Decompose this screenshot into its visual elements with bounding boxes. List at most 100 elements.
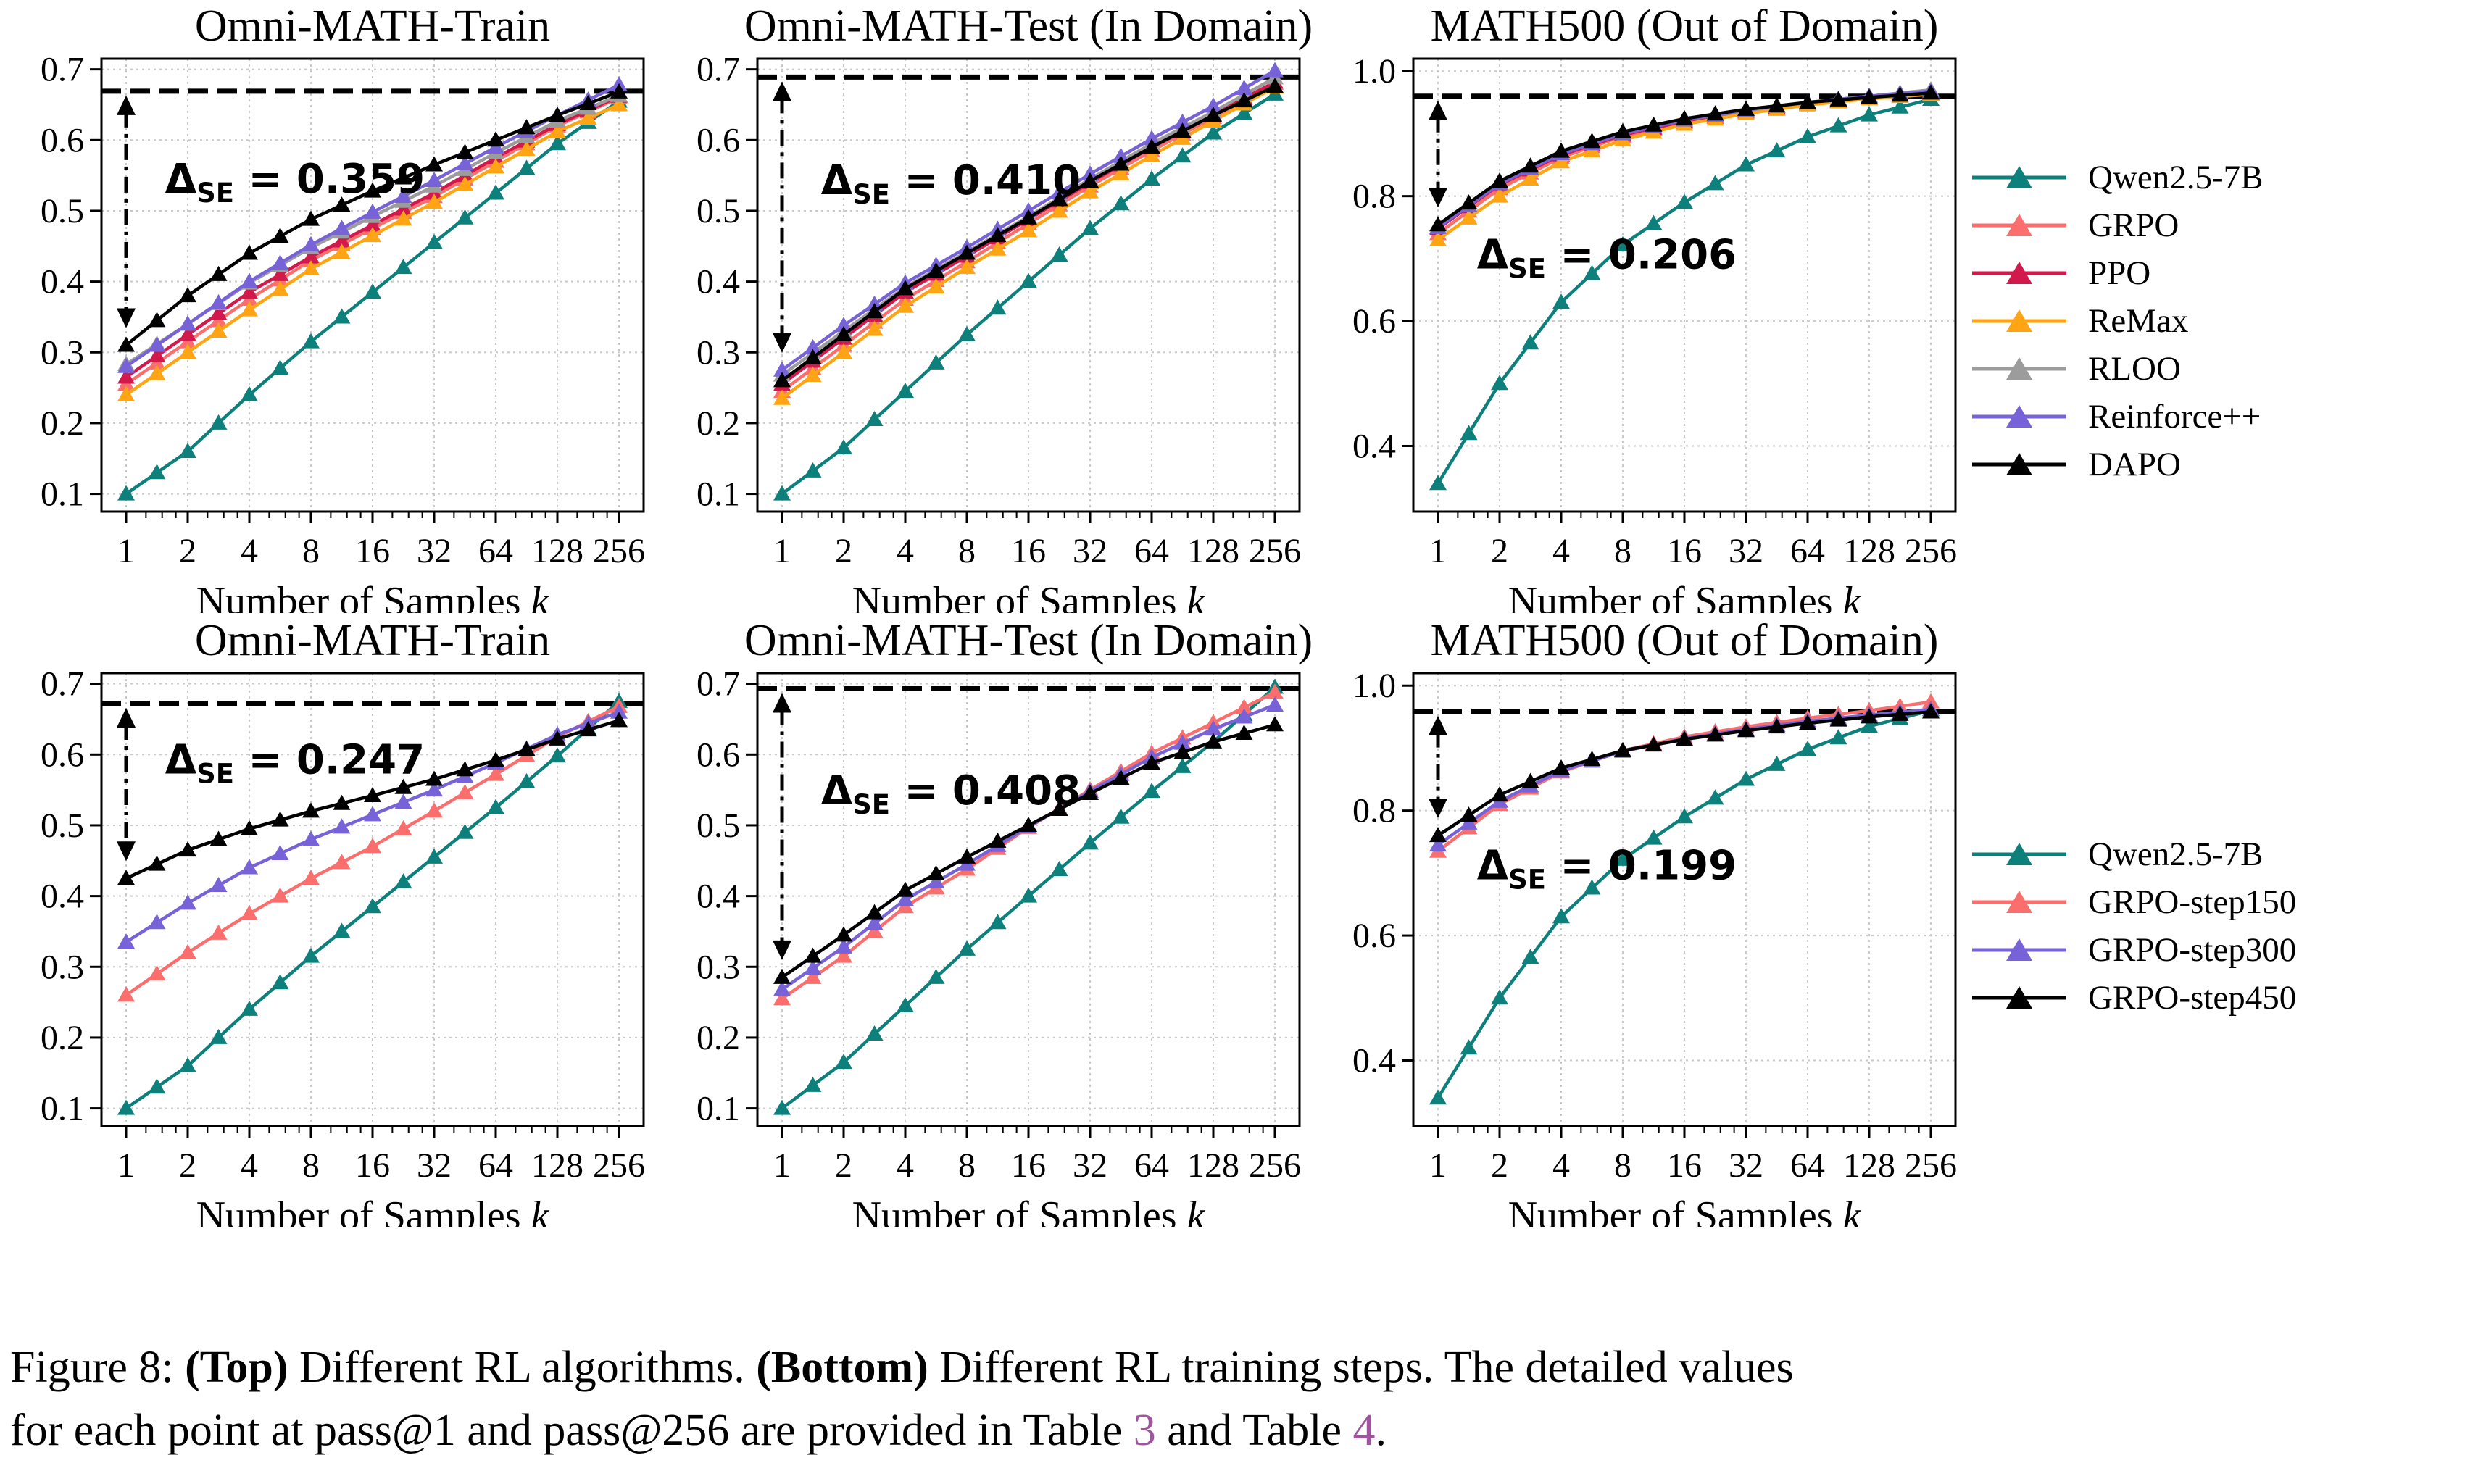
legend-marker-icon <box>1972 357 2066 380</box>
triangle-marker <box>179 943 196 959</box>
triangle-marker <box>1429 216 1447 232</box>
triangle-marker <box>1081 220 1099 235</box>
triangle-marker <box>1266 696 1284 712</box>
triangle-marker <box>835 325 852 341</box>
triangle-marker <box>1429 231 1447 246</box>
triangle-marker <box>549 747 566 763</box>
x-tick-label: 32 <box>1729 532 1763 570</box>
triangle-marker <box>958 848 976 864</box>
triangle-marker <box>364 216 381 232</box>
triangle-marker <box>241 301 258 317</box>
triangle-marker <box>1050 246 1068 262</box>
triangle-marker <box>179 442 196 458</box>
legend-item-RLOO: RLOO <box>1972 345 2472 393</box>
triangle-marker <box>835 317 852 333</box>
x-tick-label: 16 <box>355 1146 390 1185</box>
triangle-marker <box>1552 153 1570 169</box>
x-tick-label: 128 <box>1187 1146 1239 1185</box>
triangle-marker <box>394 873 412 889</box>
triangle-marker <box>835 938 852 954</box>
triangle-marker <box>117 986 135 1002</box>
triangle-marker <box>1112 195 1130 211</box>
triangle-marker <box>302 802 320 818</box>
triangle-marker <box>958 259 976 275</box>
triangle-marker <box>302 235 320 251</box>
triangle-marker <box>773 372 791 388</box>
triangle-marker <box>333 794 351 810</box>
series-DAPO <box>117 83 628 352</box>
y-tick-label: 0.3 <box>41 333 84 372</box>
table-link[interactable]: 3 <box>1133 1405 1156 1455</box>
y-tick-label: 0.1 <box>41 475 84 514</box>
triangle-marker <box>1050 860 1068 876</box>
y-tick-label: 0.5 <box>697 192 740 230</box>
triangle-marker <box>241 859 258 875</box>
chart-top-math500: ΔSE = 0.206 1 2 4 8 16 32 64 128 256 0.4 0.6 0.8 1.0 M… <box>1312 4 1968 613</box>
triangle-marker <box>394 187 412 203</box>
legend-top: Qwen2.5-7B GRPO PPO ReMax RLOO Reinforce++ DAP… <box>1972 4 2472 488</box>
triangle-marker <box>897 280 914 296</box>
triangle-marker <box>425 233 443 249</box>
delta-annotation: ΔSE = 0.410 <box>773 81 1081 353</box>
series-GRPO-step450 <box>117 712 628 885</box>
x-tick-label: 128 <box>531 1146 583 1185</box>
triangle-marker <box>425 802 443 818</box>
triangle-marker <box>1491 786 1508 802</box>
triangle-marker <box>333 854 351 870</box>
triangle-marker <box>209 265 228 281</box>
y-tick-label: 0.3 <box>697 333 740 372</box>
triangle-marker <box>1676 808 1693 824</box>
triangle-marker <box>487 158 504 174</box>
triangle-marker <box>1205 720 1222 736</box>
triangle-marker <box>302 333 320 349</box>
y-tick-label: 0.5 <box>697 806 740 845</box>
triangle-marker <box>487 751 504 767</box>
triangle-marker <box>456 209 474 225</box>
triangle-marker <box>1205 97 1222 113</box>
table-link[interactable]: 4 <box>1352 1405 1376 1455</box>
legend-marker-icon <box>1972 309 2066 332</box>
triangle-marker <box>394 169 412 185</box>
legend-item-DAPO: DAPO <box>1972 441 2472 488</box>
triangle-marker <box>1552 293 1570 309</box>
triangle-marker <box>148 464 166 480</box>
y-tick-label: 0.6 <box>1352 917 1396 955</box>
legend-label: GRPO-step450 <box>2088 979 2297 1017</box>
caption-text: and Table <box>1155 1405 1353 1455</box>
triangle-marker <box>579 95 597 111</box>
triangle-marker <box>549 122 566 138</box>
triangle-marker <box>1521 157 1539 173</box>
triangle-marker <box>610 703 628 719</box>
chart-title: Omni-MATH-Test (In Domain) <box>744 4 1312 51</box>
triangle-marker <box>1429 1089 1447 1105</box>
chart-svg-bottom-math500: ΔSE = 0.199 1 2 4 8 16 32 64 128 256 0.4 0.6 0.8 1.0 M… <box>1352 619 1957 1227</box>
y-tick-label: 0.2 <box>41 404 84 443</box>
legend-label: DAPO <box>2088 446 2181 483</box>
triangle-marker <box>1799 128 1816 143</box>
triangle-marker <box>1020 272 1037 288</box>
x-tick-label: 256 <box>1905 1146 1957 1185</box>
delta-arrow-head-down <box>1429 188 1447 208</box>
triangle-marker <box>517 119 536 135</box>
caption-line-2: for each point at pass@1 and pass@256 ar… <box>10 1399 2474 1462</box>
y-tick-label: 0.4 <box>41 878 84 916</box>
delta-label: ΔSE = 0.359 <box>165 156 425 209</box>
chart-svg-bottom-omni-math-train: ΔSE = 0.247 1 2 4 8 16 32 64 128 256 0.1 0.2 0.3 0.4 0… <box>41 619 645 1227</box>
x-tick-label: 16 <box>1667 1146 1702 1185</box>
triangle-marker <box>1521 949 1539 964</box>
y-tick-label: 0.7 <box>41 665 84 704</box>
triangle-marker <box>1614 741 1631 757</box>
triangle-marker <box>773 361 791 377</box>
triangle-marker <box>117 357 135 373</box>
y-tick-label: 0.6 <box>41 121 84 159</box>
triangle-marker <box>804 462 822 478</box>
triangle-marker <box>1552 142 1570 158</box>
legend-triangle <box>2006 357 2032 380</box>
triangle-marker <box>1614 235 1631 251</box>
triangle-marker <box>456 823 474 839</box>
triangle-marker <box>1491 172 1508 188</box>
delta-label: ΔSE = 0.408 <box>821 767 1081 820</box>
caption-text: Different RL training steps. The detaile… <box>928 1343 1794 1392</box>
y-tick-label: 1.0 <box>1352 667 1396 705</box>
legend-marker-icon <box>1972 405 2066 428</box>
